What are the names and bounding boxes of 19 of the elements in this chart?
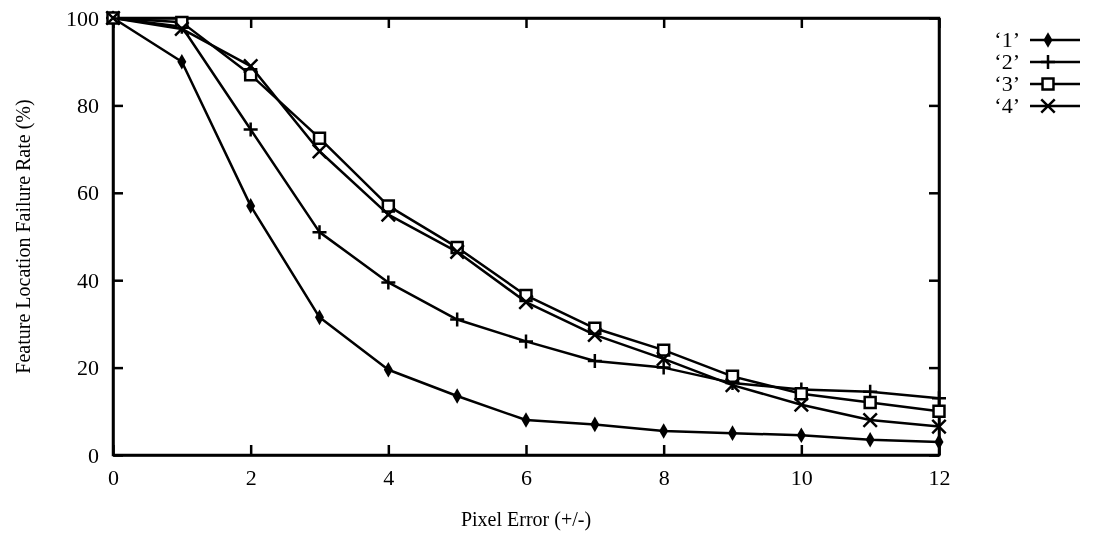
x-tick-label: 2 bbox=[245, 464, 257, 490]
legend-label: ‘1’ bbox=[994, 27, 1020, 52]
legend-label: ‘4’ bbox=[994, 93, 1020, 118]
legend-label: ‘3’ bbox=[994, 71, 1020, 96]
x-tick-label: 4 bbox=[383, 464, 395, 490]
x-tick-label: 10 bbox=[790, 464, 813, 490]
x-tick-label: 12 bbox=[928, 464, 951, 490]
y-tick-label: 60 bbox=[77, 180, 99, 206]
x-axis-title: Pixel Error (+/-) bbox=[460, 508, 592, 531]
y-tick-label: 40 bbox=[77, 267, 99, 293]
y-tick-label: 20 bbox=[77, 355, 99, 381]
y-tick-label: 100 bbox=[66, 5, 99, 31]
x-tick-label: 0 bbox=[108, 464, 119, 490]
legend-label: ‘2’ bbox=[994, 49, 1020, 74]
y-axis-title: Feature Location Failure Rate (%) bbox=[12, 99, 35, 374]
x-tick-label: 6 bbox=[521, 464, 532, 490]
y-tick-label: 0 bbox=[88, 442, 99, 468]
x-tick-label: 8 bbox=[658, 464, 670, 490]
y-tick-label: 80 bbox=[77, 92, 99, 118]
